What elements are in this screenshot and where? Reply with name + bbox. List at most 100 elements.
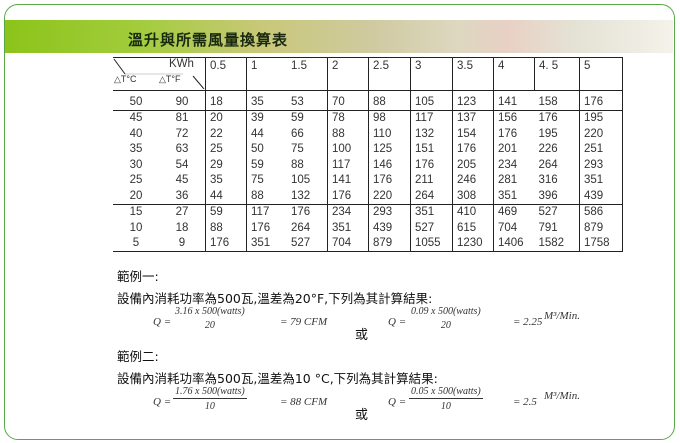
delta-f-cell: 27	[175, 206, 189, 219]
airflow-cell: 53	[287, 90, 328, 111]
example-description: 設備內消耗功率為500瓦,溫差為20°F,下列為其計算結果:	[117, 291, 433, 306]
airflow-cell: 1055	[410, 235, 453, 252]
airflow-cell: 527	[410, 220, 453, 236]
m3-denominator: 10	[440, 401, 451, 412]
airflow-cell: 59	[246, 157, 287, 173]
kwh-label: KWh	[169, 58, 194, 70]
airflow-cell: 75	[246, 172, 287, 188]
airflow-cell: 879	[579, 220, 623, 236]
airflow-cell: 132	[287, 188, 328, 205]
example-description: 設備內消耗功率為500瓦,溫差為10 °C,下列為其計算結果:	[117, 371, 438, 386]
airflow-cell: 351	[579, 172, 623, 188]
airflow-cell: 176	[410, 157, 453, 173]
airflow-cell: 469	[493, 204, 535, 220]
m3-unit: M³/Min.	[544, 390, 580, 402]
airflow-cell: 791	[538, 221, 558, 234]
table-row: 30 54 29 59 88 117 146 176 205 234 264 293	[113, 157, 623, 173]
airflow-cell: 18	[205, 90, 247, 111]
airflow-cell: 98	[368, 110, 411, 126]
airflow-cell: 176	[538, 112, 558, 125]
kwh-header: 2	[327, 57, 369, 91]
delta-f-cell: 18	[175, 221, 189, 234]
kwh-header: 3	[410, 57, 453, 91]
table-row: 10 18 88 176 264 351 439 527 615 704 791 879	[113, 220, 623, 236]
airflow-cell: 264	[291, 221, 311, 234]
airflow-cell: 201	[493, 141, 535, 157]
airflow-cell: 176	[205, 235, 247, 252]
table-row: 20 36 44 88 132 176 220 264 308 351 396 439	[113, 188, 623, 205]
airflow-cell: 70	[327, 90, 369, 111]
airflow-cell: 226	[538, 143, 558, 156]
airflow-cell: 220	[579, 126, 623, 142]
airflow-cell: 35	[205, 172, 247, 188]
delta-c-cell: 45	[129, 112, 143, 125]
airflow-cell: 234	[493, 157, 535, 173]
airflow-cell: 88	[246, 188, 287, 205]
airflow-cell: 396	[534, 188, 580, 205]
m3-result: = 2.5	[513, 396, 537, 408]
airflow-cell: 410	[452, 204, 494, 220]
m3-result: = 2.25	[513, 316, 543, 328]
airflow-cell: 586	[579, 204, 623, 220]
airflow-cell: 176	[452, 141, 494, 157]
delta-c-cell: 15	[129, 206, 143, 219]
airflow-cell: 351	[246, 235, 287, 252]
airflow-cell: 251	[579, 141, 623, 157]
delta-f-cell: 63	[175, 143, 189, 156]
airflow-cell: 704	[493, 220, 535, 236]
airflow-cell: 44	[246, 126, 287, 142]
kwh-header: 1	[246, 57, 287, 91]
airflow-cell: 117	[327, 157, 369, 173]
airflow-cell: 879	[368, 235, 411, 252]
airflow-cell: 125	[368, 141, 411, 157]
airflow-cell: 146	[368, 157, 411, 173]
airflow-cell: 151	[410, 141, 453, 157]
airflow-cell: 1582	[534, 235, 580, 252]
airflow-cell: 22	[205, 126, 247, 142]
airflow-cell: 110	[368, 126, 411, 142]
kwh-header: 4	[493, 57, 535, 91]
airflow-cell: 439	[368, 220, 411, 236]
airflow-cell: 351	[493, 188, 535, 205]
airflow-cell: 105	[291, 174, 311, 187]
delta-f-cell: 54	[175, 158, 189, 171]
airflow-cell: 439	[579, 188, 623, 205]
conversion-table: KWh △T°C △T°F 0.5 1 1.5 2 2.5 3 3.5 4 4. 5 5 50 90 18 35…	[113, 57, 623, 252]
airflow-cell: 158	[534, 90, 580, 111]
airflow-cell: 88	[327, 126, 369, 142]
airflow-cell: 293	[579, 157, 623, 173]
airflow-cell: 35	[246, 90, 287, 111]
airflow-cell: 141	[327, 172, 369, 188]
kwh-header: 2.5	[368, 57, 411, 91]
title-banner	[5, 20, 673, 53]
airflow-cell: 246	[452, 172, 494, 188]
airflow-cell: 527	[287, 235, 328, 252]
airflow-cell: 105	[410, 90, 453, 111]
airflow-cell: 25	[205, 141, 247, 157]
airflow-cell: 44	[205, 188, 247, 205]
kwh-header: 4. 5	[534, 57, 580, 91]
cfm-fraction: 3.16 x 500(watts) 20	[173, 306, 247, 331]
m3-unit: M³/Min.	[544, 310, 580, 322]
airflow-cell: 704	[327, 235, 369, 252]
airflow-cell: 78	[327, 110, 369, 126]
q-label: Q =	[153, 316, 172, 328]
cfm-numerator: 3.16 x 500(watts)	[175, 306, 245, 317]
airflow-cell: 211	[410, 172, 453, 188]
delta-c-cell: 50	[113, 90, 159, 111]
m3-fraction: 0.09 x 500(watts) 20	[409, 306, 483, 331]
m3-numerator: 0.05 x 500(watts)	[409, 386, 483, 399]
kwh-header: 1.5	[287, 57, 328, 91]
airflow-cell: 527	[538, 206, 558, 219]
airflow-cell: 117	[410, 110, 453, 126]
cfm-numerator: 1.76 x 500(watts)	[173, 386, 247, 399]
delta-c-cell: 30	[129, 158, 143, 171]
table-row: 25 45 35 75 105 141 176 211 246 281 316 351	[113, 172, 623, 188]
airflow-cell: 308	[452, 188, 494, 205]
airflow-cell: 281	[493, 172, 535, 188]
delta-f-cell: 81	[175, 112, 189, 125]
q-label: Q =	[388, 396, 407, 408]
airflow-cell: 75	[291, 143, 304, 156]
airflow-cell: 88	[291, 158, 304, 171]
airflow-cell: 59	[291, 112, 304, 125]
